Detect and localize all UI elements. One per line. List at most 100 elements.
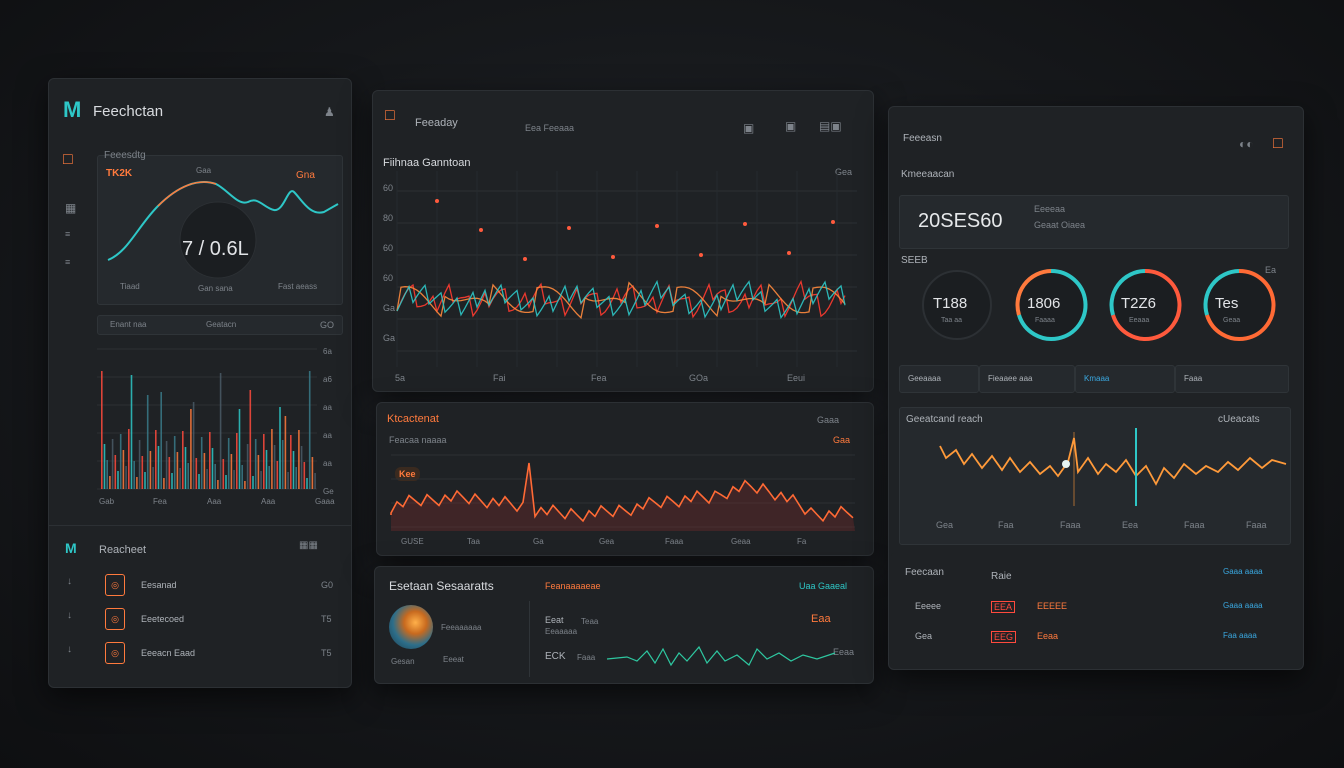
left-bar bbox=[260, 471, 262, 489]
export-icon[interactable]: ▤▣ bbox=[819, 119, 842, 133]
gauge-ring bbox=[1109, 268, 1182, 341]
footer-b: Eeeat bbox=[443, 655, 464, 664]
right-tab-label: Fieaaee aaa bbox=[988, 374, 1033, 383]
wave-x-tick: Faa bbox=[998, 520, 1014, 530]
row-a: Eeaaaaa bbox=[545, 627, 578, 636]
left-bar bbox=[276, 461, 279, 489]
left-bar bbox=[155, 430, 157, 489]
y-tick: Ga bbox=[383, 333, 396, 343]
wave-right: cUeacats bbox=[1218, 414, 1260, 425]
list-item[interactable]: ◎ ↓ Eeetecoed T5 bbox=[49, 606, 351, 636]
x-tick: Eeui bbox=[787, 373, 806, 383]
gauge-value: 1806 bbox=[1027, 295, 1061, 312]
left-bar bbox=[238, 409, 241, 489]
left-bar bbox=[128, 429, 130, 489]
left-bar bbox=[219, 373, 222, 489]
left-bar bbox=[101, 371, 103, 489]
mid-x-tick: Gea bbox=[599, 537, 615, 546]
left-bar bbox=[173, 436, 176, 489]
bar-x-tick: Aaa bbox=[207, 497, 222, 506]
table-row-a: EEG bbox=[991, 631, 1017, 643]
x-tick: Fea bbox=[591, 373, 607, 383]
y-tick: 60 bbox=[383, 243, 394, 253]
bar-x-tick: Aaa bbox=[261, 497, 276, 506]
list-item-icon: ◎ bbox=[105, 608, 125, 630]
list-item[interactable]: ◎ ↓ Eesanad G0 bbox=[49, 572, 351, 602]
bottom-title: Esetaan Sesaaratts bbox=[389, 579, 494, 593]
menu-icon[interactable]: ≡ bbox=[65, 257, 71, 267]
list-logo-icon: M bbox=[65, 540, 77, 556]
right-tab[interactable]: Geeaaaa bbox=[899, 365, 979, 393]
gauge: Tes Geaa bbox=[1201, 267, 1277, 343]
expand-icon[interactable]: ▦▦ bbox=[299, 540, 318, 551]
chart-icon[interactable]: ▣ bbox=[785, 119, 797, 133]
list-item-value: T5 bbox=[321, 614, 332, 624]
list-item-icon: ◎ bbox=[105, 574, 125, 596]
left-bar bbox=[136, 477, 138, 489]
table-row-c: Gaaa aaaa bbox=[1223, 601, 1263, 610]
list-section: M Reacheet ▦▦ ◎ ↓ Eesanad G0 ◎ ↓ Eeetecoed T5 ◎ ↓… bbox=[49, 525, 351, 686]
left-bar bbox=[290, 435, 292, 489]
footer-a: Gesan bbox=[391, 657, 415, 666]
spike-peak bbox=[435, 199, 439, 203]
table-row[interactable]: Eeeee EEA EEEEE Gaaa aaaa bbox=[891, 597, 1301, 623]
line1-value: Teaa bbox=[581, 617, 599, 626]
table-row[interactable]: Gea EEG Eeaa Faa aaaa bbox=[891, 627, 1301, 653]
bar-y-tick: aa bbox=[323, 403, 332, 412]
user-icon[interactable]: ♟ bbox=[324, 105, 335, 119]
mid-area-fill bbox=[391, 463, 855, 531]
left-bar bbox=[203, 453, 206, 489]
square-icon[interactable]: □ bbox=[1273, 135, 1283, 152]
avatar-caption: Feeaaaaaa bbox=[441, 623, 482, 632]
right-tab[interactable]: Faaa bbox=[1175, 365, 1289, 393]
left-bar bbox=[119, 434, 122, 489]
big-number: 20SES60 bbox=[918, 210, 1003, 232]
spike-peak bbox=[655, 224, 659, 228]
line1-label: Eeat bbox=[545, 615, 564, 625]
logo-mark: M bbox=[63, 97, 82, 122]
left-bar bbox=[254, 439, 257, 489]
list-icon[interactable]: ≡ bbox=[65, 229, 71, 239]
left-bar bbox=[227, 438, 230, 489]
mid-area-line bbox=[390, 462, 854, 523]
spike-peak bbox=[611, 255, 615, 259]
info-b: Geaat Oiaea bbox=[1034, 220, 1086, 230]
right-tab[interactable]: Fieaaee aaa bbox=[979, 365, 1075, 393]
list-title: Reacheet bbox=[99, 544, 147, 556]
left-bar bbox=[160, 392, 162, 489]
left-bar bbox=[171, 473, 173, 489]
panel-subtitle: Eea Feeaaa bbox=[525, 123, 575, 133]
bracket-icon[interactable]: □ bbox=[63, 151, 73, 168]
tab-orange[interactable]: Feanaaaaeae bbox=[545, 581, 601, 591]
chart-title: Fiihnaa Ganntoan bbox=[383, 157, 471, 169]
gauge-caption: Faaaa bbox=[1035, 317, 1055, 324]
spike-peak bbox=[787, 251, 791, 255]
tab-teal[interactable]: Uaa Gaaeal bbox=[799, 581, 848, 591]
right-tab-label: Geeaaaa bbox=[908, 374, 941, 383]
left-bar bbox=[284, 416, 287, 489]
left-bar bbox=[271, 429, 273, 489]
list-item[interactable]: ◎ ↓ Eeeacn Eaad T5 bbox=[49, 640, 351, 670]
big-number-card: 20SES60 Eeeeaa Geaat Oiaea bbox=[899, 195, 1289, 249]
left-bar bbox=[236, 433, 238, 489]
table-extra: Gaaa aaaa bbox=[1223, 567, 1263, 576]
section-label: Kmeeaacan bbox=[901, 169, 955, 180]
left-bar bbox=[111, 439, 114, 489]
logo-square-icon: □ bbox=[385, 107, 395, 124]
spike-series bbox=[396, 279, 846, 320]
bar-x-tick: Gab bbox=[99, 497, 115, 506]
gauge-value: T188 bbox=[933, 295, 968, 312]
right-tab[interactable]: Kmaaa bbox=[1075, 365, 1175, 393]
left-bar bbox=[198, 474, 200, 489]
left-bar bbox=[241, 465, 243, 489]
window-icon[interactable]: ▣ bbox=[743, 121, 755, 135]
right-title: Feeeasn bbox=[903, 133, 942, 144]
list-item-value: G0 bbox=[321, 580, 334, 590]
left-bar bbox=[287, 472, 289, 489]
left-bar bbox=[200, 437, 203, 489]
spike-peak bbox=[523, 257, 527, 261]
grid-icon[interactable]: ▦ bbox=[65, 201, 77, 215]
spike-peak bbox=[479, 228, 483, 232]
toggle-icon[interactable]: ◐◐ bbox=[1239, 137, 1254, 151]
bar-y-tick: aa bbox=[323, 459, 332, 468]
